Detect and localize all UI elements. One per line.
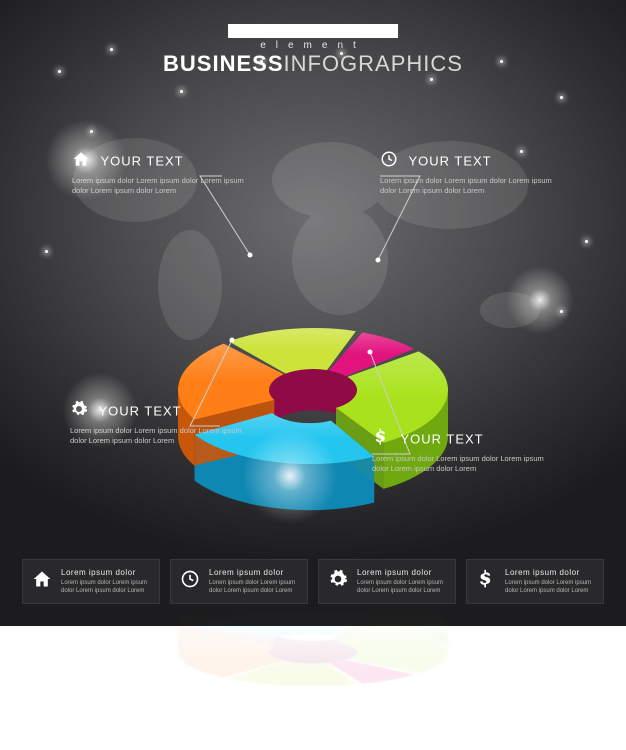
callout-bl: YOUR TEXT Lorem ipsum dolor Lorem ipsum …	[70, 400, 245, 446]
header-bar	[228, 24, 398, 38]
clock-icon	[380, 150, 398, 173]
header: element BUSINESSINFOGRAPHICS	[163, 24, 463, 77]
header-title-light: INFOGRAPHICS	[284, 51, 463, 76]
callout-body: Lorem ipsum dolor Lorem ipsum dolor Lore…	[70, 426, 245, 446]
header-title-bold: BUSINESS	[163, 51, 283, 76]
dollar-icon	[372, 428, 390, 451]
header-title: BUSINESSINFOGRAPHICS	[163, 51, 463, 77]
home-icon	[31, 568, 53, 590]
bottom-card-0: Lorem ipsum dolor Lorem ipsum dolor Lore…	[22, 559, 160, 604]
callout-br: YOUR TEXT Lorem ipsum dolor Lorem ipsum …	[372, 428, 547, 474]
home-icon	[72, 150, 90, 173]
card-body: Lorem ipsum dolor Lorem ipsum dolor Lore…	[209, 579, 299, 595]
callout-label: YOUR TEXT	[400, 432, 483, 447]
card-head: Lorem ipsum dolor	[209, 568, 299, 577]
bottom-card-1: Lorem ipsum dolor Lorem ipsum dolor Lore…	[170, 559, 308, 604]
bottom-card-2: Lorem ipsum dolor Lorem ipsum dolor Lore…	[318, 559, 456, 604]
card-head: Lorem ipsum dolor	[357, 568, 447, 577]
callout-body: Lorem ipsum dolor Lorem ipsum dolor Lore…	[372, 454, 547, 474]
dollar-icon	[475, 568, 497, 590]
callout-label: YOUR TEXT	[100, 154, 183, 169]
card-head: Lorem ipsum dolor	[505, 568, 595, 577]
stage: element BUSINESSINFOGRAPHICS YOUR TEXT L…	[0, 0, 626, 626]
clock-icon	[179, 568, 201, 590]
gears-icon	[70, 400, 88, 423]
bottom-card-row: Lorem ipsum dolor Lorem ipsum dolor Lore…	[0, 559, 626, 604]
gears-icon	[327, 568, 349, 590]
card-head: Lorem ipsum dolor	[61, 568, 151, 577]
bottom-card-3: Lorem ipsum dolor Lorem ipsum dolor Lore…	[466, 559, 604, 604]
callout-label: YOUR TEXT	[408, 154, 491, 169]
callout-label: YOUR TEXT	[98, 404, 181, 419]
donut-chart	[143, 300, 483, 750]
callout-tr: YOUR TEXT Lorem ipsum dolor Lorem ipsum …	[380, 150, 555, 196]
header-subtitle: element	[163, 40, 463, 51]
callout-body: Lorem ipsum dolor Lorem ipsum dolor Lore…	[380, 176, 555, 196]
callout-tl: YOUR TEXT Lorem ipsum dolor Lorem ipsum …	[72, 150, 247, 196]
card-body: Lorem ipsum dolor Lorem ipsum dolor Lore…	[357, 579, 447, 595]
card-body: Lorem ipsum dolor Lorem ipsum dolor Lore…	[505, 579, 595, 595]
card-body: Lorem ipsum dolor Lorem ipsum dolor Lore…	[61, 579, 151, 595]
callout-body: Lorem ipsum dolor Lorem ipsum dolor Lore…	[72, 176, 247, 196]
